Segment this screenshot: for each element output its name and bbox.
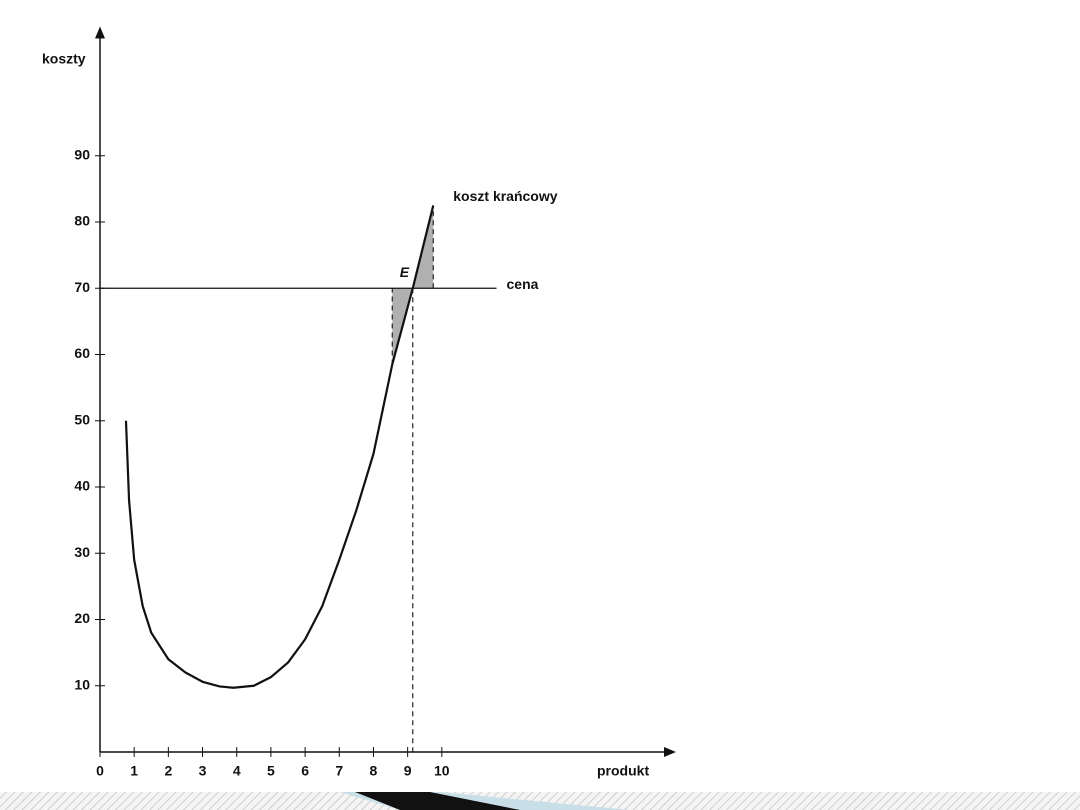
y-tick-label: 90 [74, 146, 90, 162]
x-tick-label: 0 [96, 763, 104, 779]
y-tick-label: 20 [74, 610, 90, 626]
y-tick-label: 30 [74, 544, 90, 560]
x-tick-label: 10 [434, 763, 450, 779]
plot: koszty produkt 0 1 2 3 4 5 6 7 8 9 10 10 20 30 40 50 60 70 8… [42, 26, 676, 779]
decor-band [0, 792, 1080, 810]
y-axis-arrow [95, 26, 105, 39]
x-tick-label: 2 [164, 763, 172, 779]
x-axis-label: produkt [597, 763, 649, 779]
x-tick-label: 5 [267, 763, 275, 779]
x-tick-label: 4 [233, 763, 241, 779]
price-label: cena [507, 276, 539, 292]
y-tick-label: 10 [74, 676, 90, 692]
x-tick-label: 9 [404, 763, 412, 779]
y-tick-label: 80 [74, 213, 90, 229]
y-tick-label: 50 [74, 411, 90, 427]
decor-arrow [355, 792, 520, 810]
x-tick-label: 1 [130, 763, 138, 779]
cost-curve [124, 205, 435, 689]
series-label: koszt krańcowy [453, 188, 557, 204]
y-axis-label: koszty [42, 51, 86, 67]
x-axis-arrow [664, 747, 676, 757]
x-tick-label: 3 [199, 763, 207, 779]
x-tick-label: 6 [301, 763, 309, 779]
y-tick-label: 70 [74, 279, 90, 295]
x-tick-label: 7 [335, 763, 343, 779]
y-tick-label: 60 [74, 345, 90, 361]
point-label: E [400, 264, 410, 280]
y-tick-label: 40 [74, 478, 90, 494]
x-tick-label: 8 [370, 763, 378, 779]
